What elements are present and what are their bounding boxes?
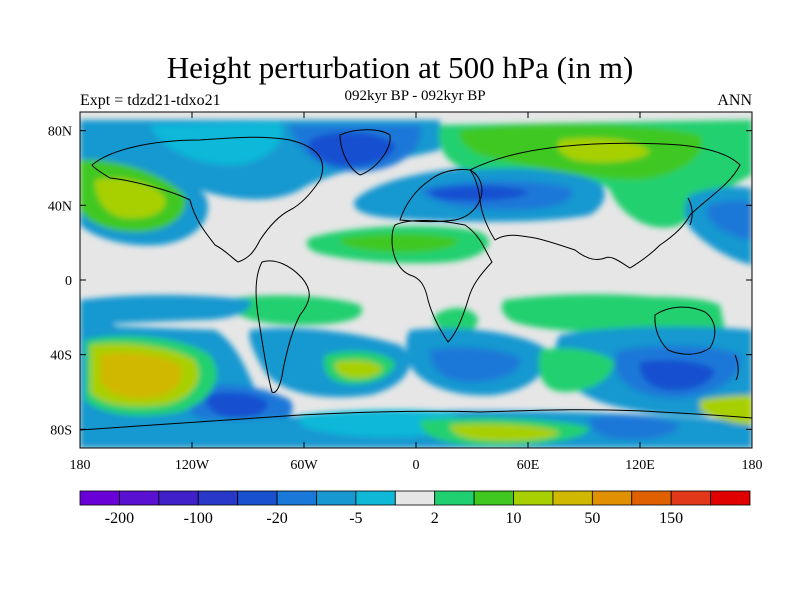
y-tick-label: 40N [48, 199, 72, 214]
field-region [225, 295, 363, 325]
colorbar-swatch [158, 490, 199, 506]
field-region [100, 352, 182, 399]
field-region [95, 178, 166, 219]
field-region [558, 138, 650, 163]
field-region [700, 395, 752, 425]
x-tick-label: 120W [175, 458, 210, 473]
colorbar-swatch [79, 490, 120, 506]
coastline-europe [399, 169, 483, 222]
colorbar-swatch [119, 490, 160, 506]
coastline-antarctica [80, 409, 752, 431]
colorbar-swatch [237, 490, 278, 506]
field-region [589, 414, 680, 440]
experiment-label: Expt = tdzd21-tdxo21 [80, 92, 221, 109]
field-layer [80, 112, 752, 448]
colorbar-swatch [434, 490, 475, 506]
colorbar-label: -20 [266, 510, 287, 527]
colorbar-label: 50 [584, 510, 600, 527]
field-region [450, 423, 560, 442]
colorbar-label: -5 [349, 510, 362, 527]
x-tick-label: 60E [517, 458, 540, 473]
coastline-new-zealand [734, 354, 739, 381]
y-tick-label: 40S [50, 349, 72, 364]
colorbar-label: 2 [431, 510, 439, 527]
y-tick-label: 80S [50, 423, 72, 438]
field-region [80, 317, 118, 341]
colorbar-swatch [552, 490, 593, 506]
coastline-australia [654, 306, 716, 355]
y-tick-label: 0 [65, 274, 72, 289]
page-title: Height perturbation at 500 hPa (in m) [166, 50, 634, 85]
field-region [308, 132, 395, 167]
field-region [150, 122, 283, 166]
period-label: 092kyr BP - 092kyr BP [344, 88, 486, 104]
field-region [434, 307, 478, 335]
colorbar-swatch [631, 490, 672, 506]
colorbar: -200 -100 -20 -5 2 10 50 150 [79, 490, 751, 527]
field-region [538, 348, 615, 392]
colorbar-label: -200 [105, 510, 134, 527]
colorbar-swatch [591, 490, 633, 506]
field-region [300, 409, 460, 438]
field-region [430, 347, 521, 382]
y-tick-label: 80N [48, 125, 72, 140]
colorbar-swatch [513, 490, 554, 506]
coastline-asia [469, 142, 741, 269]
x-tick-label: 120E [625, 458, 655, 473]
colorbar-label: -100 [184, 510, 213, 527]
field-region [339, 233, 460, 253]
colorbar-swatch [670, 490, 711, 506]
coastline-africa [391, 219, 493, 343]
x-tick-label: 60W [290, 458, 318, 473]
field-region [639, 360, 715, 391]
colorbar-swatch [473, 490, 514, 506]
colorbar-swatch [316, 490, 357, 506]
colorbar-swatch [197, 490, 239, 506]
field-region [429, 186, 530, 201]
field-region [80, 295, 251, 325]
field-region [205, 392, 268, 419]
axes: 180 120W 60W 0 60E 120E 180 80N 40N 0 40S 80S [48, 112, 763, 473]
field-region [334, 360, 383, 379]
coastlines [80, 129, 752, 431]
x-tick-label: 180 [742, 458, 763, 473]
colorbar-label: 10 [506, 510, 522, 527]
field-region [707, 200, 752, 240]
x-tick-label: 0 [413, 458, 420, 473]
colorbar-swatch [276, 490, 317, 506]
x-tick-label: 180 [70, 458, 91, 473]
colorbar-label: 150 [659, 510, 683, 527]
coastline-south-america [255, 260, 310, 394]
colorbar-swatch [355, 490, 396, 506]
season-label: ANN [717, 92, 752, 109]
coastline-greenland [339, 129, 391, 176]
coastline-north-america [91, 136, 324, 263]
coastline-japan [687, 197, 693, 226]
colorbar-swatch [710, 490, 751, 506]
colorbar-swatch [394, 490, 436, 506]
